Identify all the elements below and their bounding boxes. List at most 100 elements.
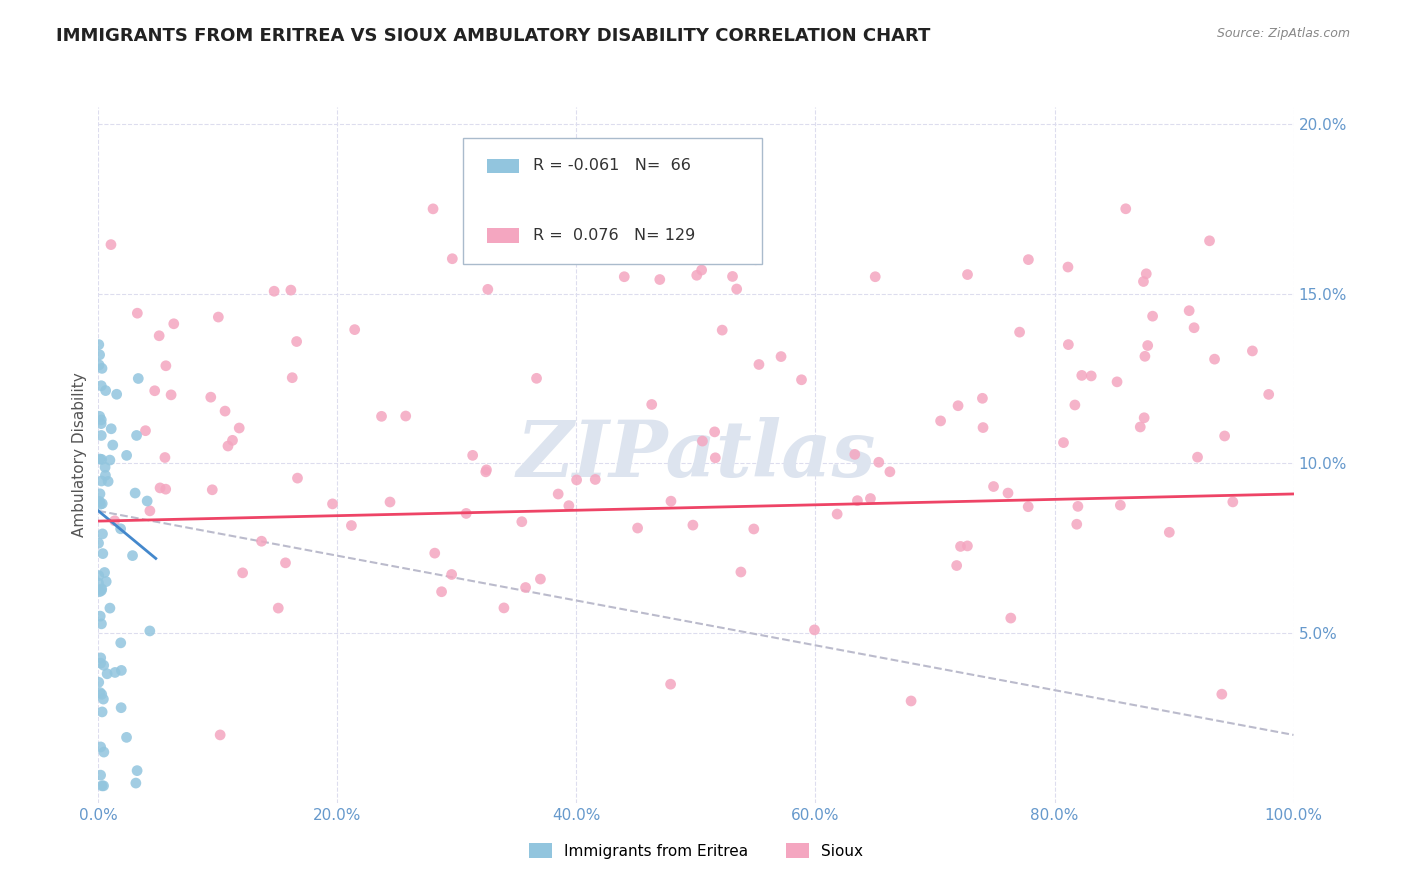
Point (790, 373, 813, 387)
Point (139, 624, 162, 638)
Point (155, 482, 177, 496)
Point (430, 584, 453, 599)
Point (153, 450, 176, 465)
Point (281, 370, 304, 384)
Point (90, 378, 112, 392)
Point (690, 263, 713, 277)
Point (1052, 435, 1074, 450)
Point (89, 685, 111, 699)
Point (844, 447, 866, 461)
Point (115, 449, 138, 463)
Point (846, 493, 869, 508)
Point (422, 202, 444, 216)
Point (101, 438, 124, 452)
Point (1178, 303, 1201, 318)
Point (526, 371, 548, 385)
Point (91, 547, 114, 561)
Point (725, 282, 748, 296)
Point (648, 272, 671, 286)
Point (983, 479, 1005, 493)
Point (200, 390, 222, 404)
Point (825, 507, 848, 521)
Point (134, 424, 156, 438)
Point (110, 636, 132, 650)
Point (263, 284, 285, 298)
Point (209, 728, 232, 742)
Point (93, 692, 115, 706)
Point (1129, 420, 1152, 434)
Point (163, 317, 186, 331)
Point (321, 497, 343, 511)
Point (1067, 500, 1090, 514)
Point (90, 452, 112, 467)
Point (456, 507, 478, 521)
Point (1133, 410, 1156, 425)
Point (267, 601, 290, 615)
Point (997, 486, 1019, 500)
Point (1187, 450, 1209, 465)
Point (721, 269, 744, 284)
Y-axis label: Ambulatory Disability: Ambulatory Disability (72, 373, 87, 537)
Point (274, 556, 297, 570)
Point (89, 409, 111, 424)
Point (121, 549, 143, 563)
Point (94, 460, 117, 475)
Point (110, 664, 132, 678)
Point (90, 739, 112, 754)
Point (155, 359, 177, 373)
Point (250, 534, 273, 549)
Point (946, 399, 969, 413)
Point (745, 252, 768, 267)
Point (1109, 498, 1132, 512)
Point (87, 576, 110, 591)
Point (89, 494, 111, 508)
Point (87, 536, 110, 550)
Point (340, 518, 363, 533)
Point (742, 522, 765, 536)
Point (100, 422, 122, 436)
Point (1057, 260, 1080, 274)
Point (1159, 525, 1181, 540)
Point (583, 473, 606, 487)
Point (1066, 517, 1088, 532)
Point (1070, 368, 1092, 383)
Point (343, 323, 366, 337)
Bar (486, 159, 519, 173)
Point (659, 677, 682, 691)
Point (96, 574, 118, 589)
Point (90, 582, 112, 596)
Point (89, 487, 111, 501)
Point (1105, 375, 1128, 389)
Point (89, 348, 111, 362)
Point (659, 494, 682, 508)
Point (865, 269, 887, 284)
Point (91, 361, 114, 376)
Point (1204, 352, 1226, 367)
Point (87, 568, 110, 582)
Point (626, 521, 648, 535)
Point (201, 483, 224, 497)
Point (285, 334, 308, 349)
Legend: Immigrants from Eritrea, Sioux: Immigrants from Eritrea, Sioux (523, 837, 869, 864)
Point (90, 656, 112, 670)
Point (474, 465, 496, 479)
Point (1115, 202, 1137, 216)
Point (378, 495, 401, 509)
Point (105, 387, 128, 401)
Point (89, 609, 111, 624)
Point (529, 572, 551, 586)
Point (228, 421, 250, 435)
Point (395, 409, 418, 423)
Point (125, 776, 148, 790)
Point (565, 473, 588, 487)
Point (900, 694, 922, 708)
Point (972, 392, 994, 406)
Point (90, 583, 112, 598)
Point (370, 409, 392, 424)
Point (730, 565, 752, 579)
Point (711, 323, 734, 337)
Point (492, 601, 515, 615)
Point (682, 518, 704, 533)
Point (1257, 387, 1279, 401)
Point (90, 651, 112, 665)
